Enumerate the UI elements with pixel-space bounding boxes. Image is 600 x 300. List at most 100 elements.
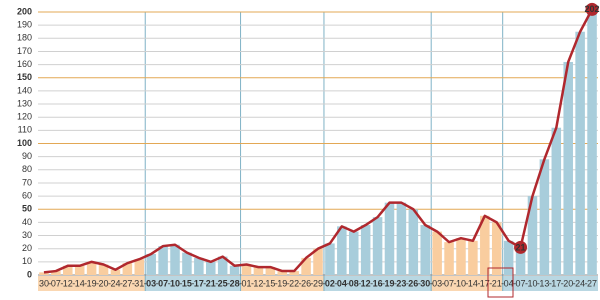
x-tick-label: 19 (384, 278, 394, 288)
x-label-separator: - (120, 278, 123, 288)
bar (372, 217, 383, 275)
y-tick-label: 40 (22, 217, 32, 227)
x-tick-label: 27 (122, 278, 132, 288)
x-label-separator: - (382, 278, 385, 288)
y-tick-label: 30 (22, 230, 32, 240)
x-label-separator: - (358, 278, 361, 288)
x-label-separator: - (299, 278, 302, 288)
bar (551, 127, 562, 275)
x-tick-label: 20 (99, 278, 109, 288)
x-tick-label: 02 (325, 278, 335, 288)
y-tick-label: 140 (17, 85, 32, 95)
x-tick-label: 04 (504, 278, 514, 288)
trend-line (43, 8, 594, 274)
bar (253, 267, 264, 275)
bar (122, 263, 133, 275)
bar (384, 202, 395, 275)
y-tick-label: 200 (17, 6, 32, 16)
x-tick-label: 12 (63, 278, 73, 288)
x-tick-label: 10 (170, 278, 180, 288)
y-tick-label: 160 (17, 59, 32, 69)
x-label-separator: - (561, 278, 564, 288)
x-label-separator: - (263, 278, 266, 288)
y-tick-label: 60 (22, 190, 32, 200)
x-tick-label: 29 (313, 278, 323, 288)
x-tick-label: 07 (158, 278, 168, 288)
highlight-box (487, 267, 514, 298)
label-band (240, 276, 324, 291)
x-label-separator: - (489, 278, 492, 288)
x-label-separator: - (537, 278, 540, 288)
x-tick-label: 07 (51, 278, 61, 288)
bar (348, 231, 359, 275)
x-tick-label: 13 (539, 278, 549, 288)
y-tick-label: 10 (22, 256, 32, 266)
x-label-separator: - (108, 278, 111, 288)
x-tick-label: 14 (75, 278, 85, 288)
label-band (502, 276, 598, 291)
x-label-separator: - (275, 278, 278, 288)
x-tick-label: 17 (194, 278, 204, 288)
y-tick-label: 110 (18, 125, 32, 135)
bar (491, 222, 502, 275)
x-label-separator: - (251, 278, 254, 288)
bar (146, 253, 156, 275)
bar (74, 265, 85, 275)
bar (527, 196, 538, 275)
x-label-separator: - (549, 278, 552, 288)
x-label-separator: - (84, 278, 87, 288)
x-label-separator: - (334, 278, 337, 288)
bar (170, 244, 180, 275)
bar (539, 159, 550, 275)
x-label-separator: - (287, 278, 290, 288)
x-label-separator: - (48, 278, 51, 288)
y-tick-label: 80 (22, 164, 32, 174)
bar (420, 225, 430, 275)
x-label-separator: - (442, 278, 445, 288)
x-label-separator: - (96, 278, 99, 288)
x-tick-label: 28 (230, 278, 240, 288)
x-label-separator: - (513, 278, 516, 288)
x-label-separator: - (322, 278, 325, 288)
bar (289, 271, 299, 275)
x-label-separator: - (72, 278, 75, 288)
label-band (431, 276, 503, 291)
x-tick-label: 25 (218, 278, 228, 288)
bar (86, 261, 97, 275)
y-tick-label: 120 (17, 112, 32, 122)
x-tick-label: 07 (516, 278, 526, 288)
bar (265, 267, 276, 275)
x-tick-label: 26 (301, 278, 311, 288)
bar (206, 261, 216, 275)
bar (301, 257, 311, 275)
x-label-separator: - (346, 278, 349, 288)
bar (468, 240, 478, 275)
x-tick-label: 19 (277, 278, 287, 288)
x-label-separator: - (573, 278, 576, 288)
bar (241, 264, 252, 275)
x-label-separator: - (227, 278, 230, 288)
x-tick-label: 07 (444, 278, 454, 288)
bar (313, 248, 323, 275)
bar (63, 265, 73, 275)
label-band (323, 276, 432, 291)
bar (134, 259, 145, 275)
bar (277, 271, 288, 275)
x-tick-label: 17 (551, 278, 561, 288)
value-marker (514, 240, 528, 254)
bar (587, 9, 597, 276)
bar (503, 240, 514, 275)
bar (182, 252, 192, 275)
x-label-separator: - (179, 278, 182, 288)
x-tick-label: 23 (396, 278, 406, 288)
x-tick-label: 19 (87, 278, 97, 288)
x-tick-label: 30 (39, 278, 49, 288)
x-tick-label: 27 (587, 278, 597, 288)
x-tick-label: 12 (253, 278, 263, 288)
value-label: 21 (516, 242, 526, 252)
bar (563, 61, 573, 275)
y-tick-label: 70 (22, 177, 32, 187)
x-label-separator: - (394, 278, 397, 288)
y-tick-label: 100 (17, 138, 32, 148)
